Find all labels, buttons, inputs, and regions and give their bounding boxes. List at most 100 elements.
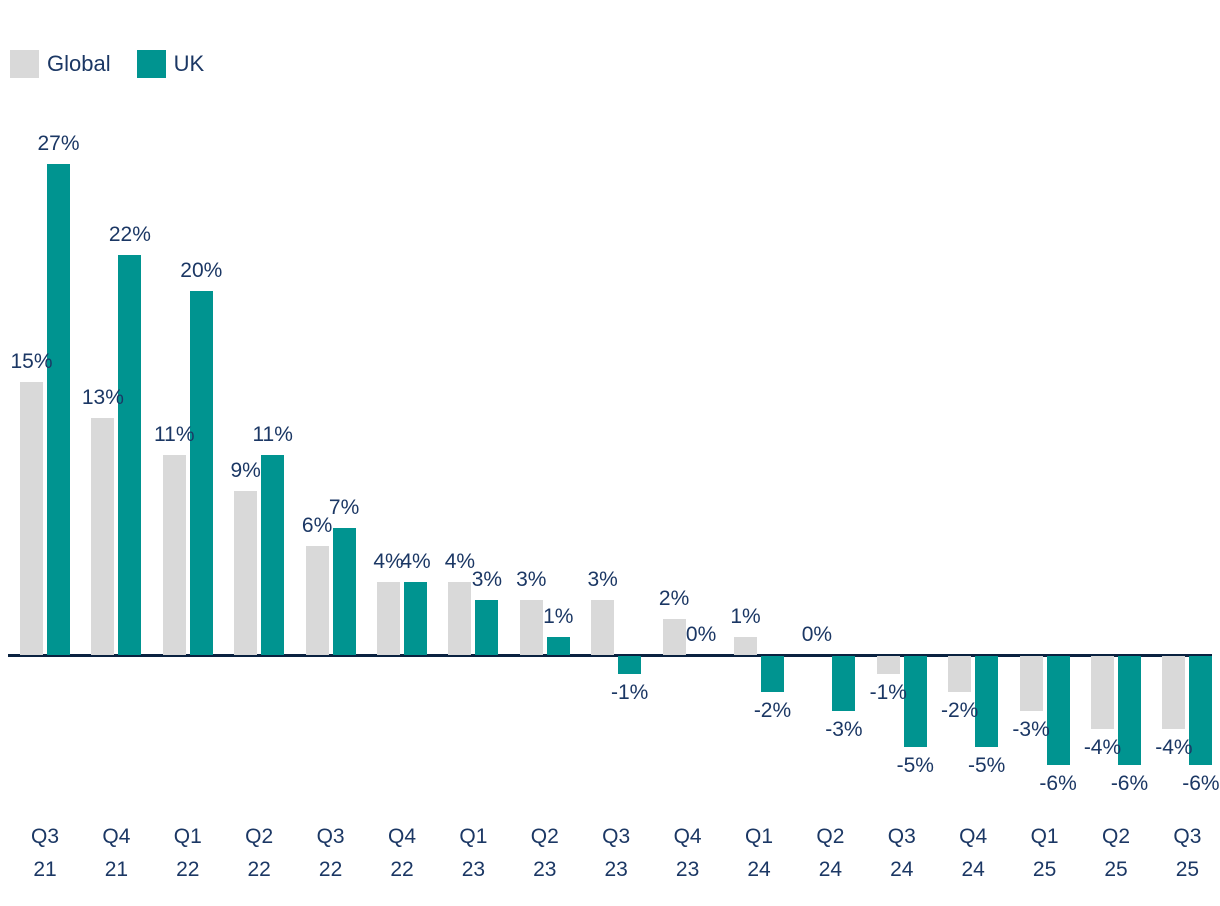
value-label-uk: 11%: [252, 423, 293, 446]
bar-uk: [546, 637, 570, 655]
value-label-uk: -6%: [1110, 772, 1149, 795]
value-label-uk: 1%: [543, 605, 574, 628]
value-label-uk: -1%: [611, 681, 649, 704]
value-label-global: 1%: [730, 605, 761, 628]
x-axis-label-line: 25: [1175, 858, 1200, 881]
bar-global: [234, 491, 258, 655]
bar-uk: [1046, 656, 1070, 765]
value-label-global: 6%: [301, 514, 333, 537]
bar-uk: [475, 600, 499, 655]
value-label-global: -4%: [1083, 736, 1122, 759]
x-axis-label: Q3 24: [862, 820, 942, 886]
value-label-uk: 4%: [400, 550, 431, 573]
bar-uk: [761, 656, 784, 692]
value-label-uk: 7%: [328, 496, 360, 519]
bar-global: [591, 600, 615, 655]
value-label-global: 9%: [230, 459, 261, 482]
bar-uk: [189, 291, 213, 655]
x-axis-label-line: 22: [247, 858, 271, 881]
x-axis-label: Q3 25: [1147, 820, 1220, 886]
bar-uk: [332, 528, 356, 655]
value-label-uk: -5%: [968, 754, 1006, 777]
x-axis-label-line: Q2: [530, 825, 559, 848]
bar-global: [1091, 656, 1114, 729]
legend-item-global: Global: [10, 50, 111, 78]
x-axis-label-line: 21: [33, 858, 57, 881]
x-axis-label: Q4 22: [362, 820, 442, 886]
x-axis-label-line: 22: [318, 858, 343, 881]
x-axis-label-line: Q2: [816, 825, 845, 848]
value-label-uk: -3%: [825, 718, 863, 741]
x-axis-label-line: Q4: [673, 825, 702, 848]
x-axis-label-line: 23: [675, 858, 700, 881]
value-label-uk: 20%: [180, 259, 223, 282]
x-axis-label: Q2 25: [1076, 820, 1156, 886]
value-label-global: -1%: [869, 681, 907, 704]
bar-uk: [47, 164, 70, 655]
value-label-uk: -5%: [896, 754, 934, 777]
x-axis-label-line: Q1: [1030, 825, 1059, 848]
x-axis-label: Q4 23: [648, 820, 728, 886]
x-axis-label-line: Q1: [459, 825, 488, 848]
bar-uk: [261, 455, 285, 655]
value-label-global: 3%: [587, 568, 618, 591]
x-axis-label: Q1 24: [719, 820, 799, 886]
x-axis-label: Q3 21: [5, 820, 85, 886]
bar-uk: [1118, 656, 1141, 765]
x-axis-label-line: 23: [604, 858, 628, 881]
x-axis-label-line: 21: [104, 858, 129, 881]
value-label-uk: 27%: [37, 132, 80, 155]
x-axis-label-line: 24: [747, 858, 771, 881]
value-label-global: 13%: [81, 386, 124, 409]
bar-global: [948, 656, 972, 692]
bar-global: [876, 656, 900, 674]
value-label-global: 15%: [10, 350, 53, 373]
bar-global: [734, 637, 757, 655]
x-axis-label: Q1 22: [148, 820, 228, 886]
x-axis-label-line: Q3: [1173, 825, 1202, 848]
global-swatch-icon: [10, 50, 39, 78]
legend: Global UK: [10, 50, 204, 78]
bar-global: [305, 546, 329, 655]
value-label-global: 3%: [516, 568, 547, 591]
bar-global: [1019, 656, 1043, 711]
bar-uk: [903, 656, 927, 747]
value-label-uk: -2%: [753, 699, 792, 722]
value-label-global: 11%: [154, 423, 195, 446]
x-axis-label: Q2 24: [790, 820, 870, 886]
x-axis-label-line: Q2: [245, 825, 274, 848]
value-label-global: -2%: [941, 699, 979, 722]
bar-uk: [404, 582, 427, 655]
bar-global: [662, 619, 686, 655]
x-axis-label-line: 25: [1104, 858, 1128, 881]
x-axis-label-line: 23: [461, 858, 486, 881]
x-axis-label: Q4 21: [76, 820, 156, 886]
x-axis-label: Q4 24: [933, 820, 1013, 886]
x-axis-label-line: Q4: [102, 825, 131, 848]
x-axis-label-line: Q1: [744, 825, 773, 848]
x-axis-label-line: Q3: [30, 825, 59, 848]
bar-global: [1162, 656, 1186, 729]
x-axis-label-line: Q4: [959, 825, 988, 848]
bar-uk: [118, 255, 142, 655]
legend-label-uk: UK: [173, 51, 205, 76]
value-label-uk: -6%: [1182, 772, 1220, 795]
x-axis-label-line: 24: [890, 858, 914, 881]
uk-swatch-icon: [136, 50, 166, 78]
x-axis-label-line: 25: [1032, 858, 1057, 881]
x-axis-label: Q2 22: [219, 820, 299, 886]
x-axis-label-line: 22: [176, 858, 200, 881]
value-label-uk: -6%: [1039, 772, 1077, 795]
value-label-global: -3%: [1012, 718, 1050, 741]
bar-uk: [618, 656, 642, 674]
value-label-global: -4%: [1155, 736, 1193, 759]
value-label-uk: 0%: [685, 623, 717, 646]
bar-global: [448, 582, 472, 655]
x-axis-label-line: Q3: [887, 825, 916, 848]
x-axis-label-line: 24: [961, 858, 985, 881]
value-label-global: 0%: [801, 623, 833, 646]
bar-global: [162, 455, 186, 655]
bar-global: [519, 600, 543, 655]
